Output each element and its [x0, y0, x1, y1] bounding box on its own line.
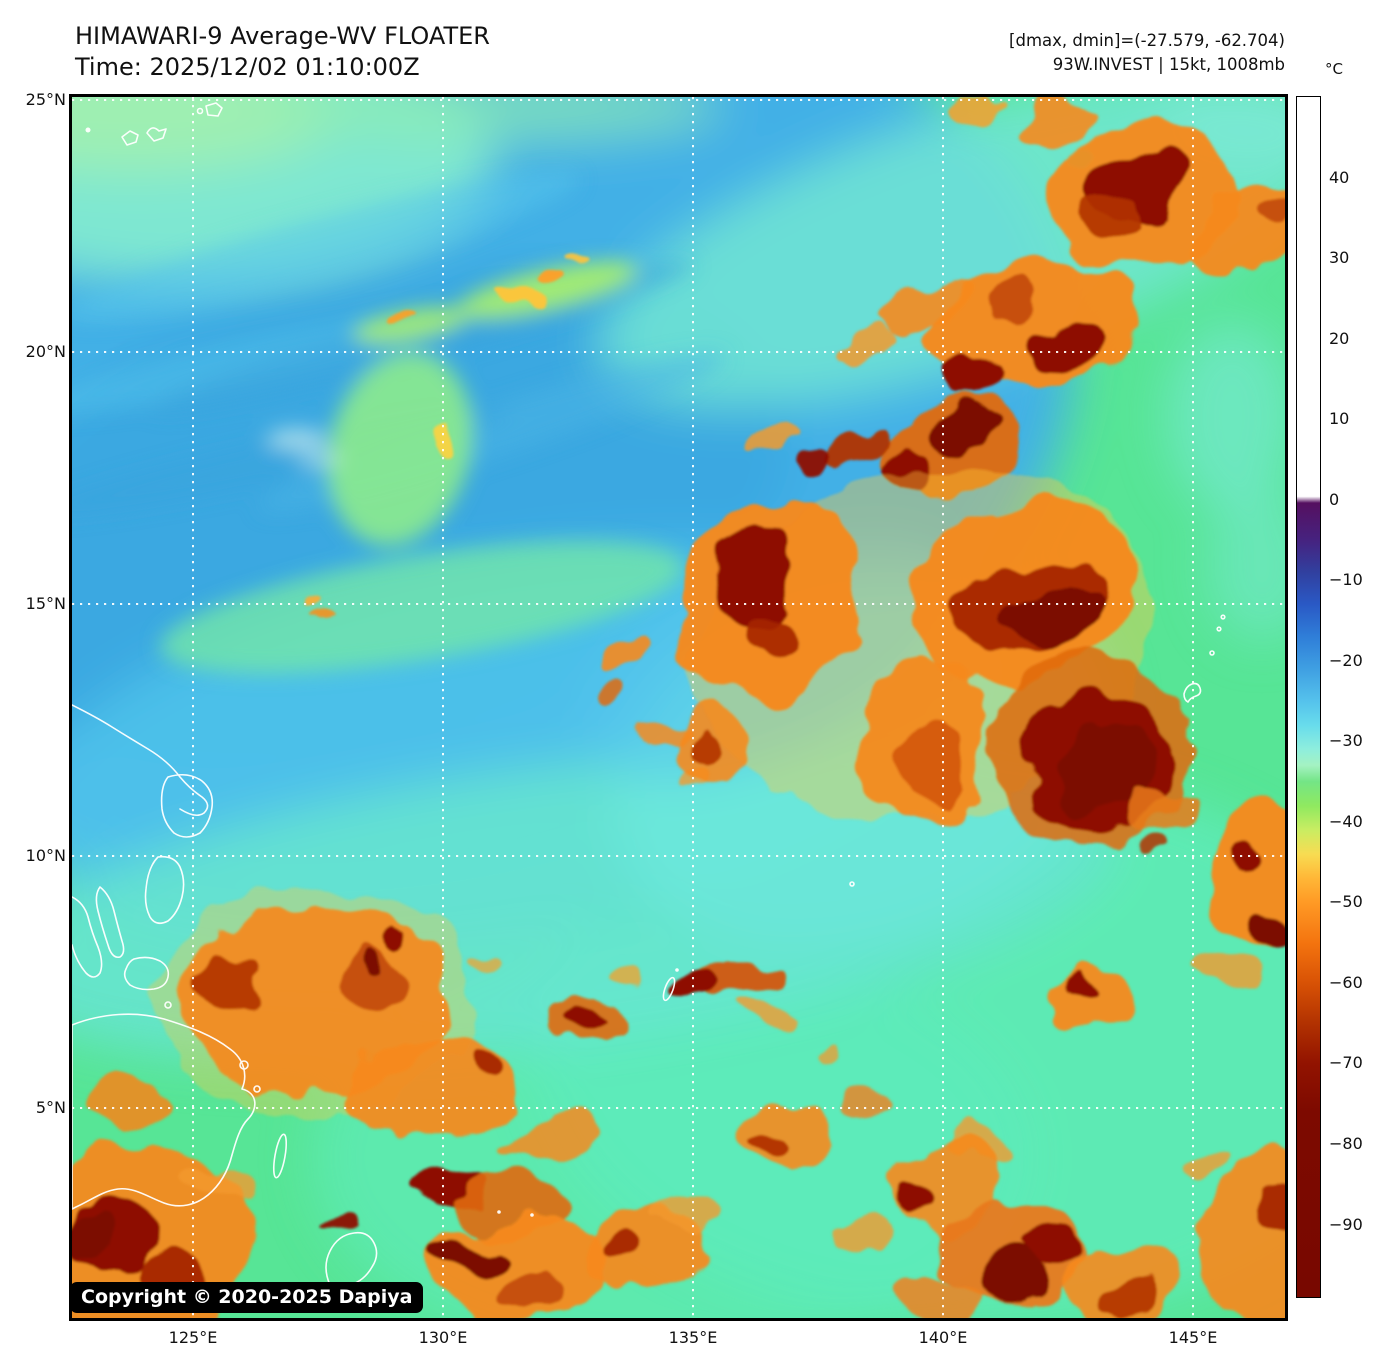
latitude-tick-label: 20°N [25, 342, 66, 361]
longitude-tick-label: 145°E [1168, 1328, 1218, 1347]
satellite-map [69, 94, 1288, 1321]
latitude-tick-label: 25°N [25, 90, 66, 109]
colorbar-tick-label: −30 [1329, 731, 1363, 751]
wv-imagery-streaks [72, 172, 726, 674]
storm-info-annotation: 93W.INVEST | 15kt, 1008mb [1052, 55, 1285, 74]
copyright-badge: Copyright © 2020-2025 Dapiya [70, 1282, 424, 1313]
longitude-tick-label: 140°E [918, 1328, 968, 1347]
colorbar-tick-label: −20 [1329, 650, 1363, 670]
colorbar-tick-label: 40 [1329, 167, 1350, 187]
longitude-tick-label: 130°E [418, 1328, 468, 1347]
latitude-tick-label: 15°N [25, 594, 66, 613]
colorbar-tick-label: −90 [1329, 1214, 1363, 1234]
wv-cloud-blobs [72, 97, 1285, 1318]
colorbar-tick-label: 20 [1329, 328, 1350, 348]
coastlines [72, 102, 1226, 1287]
dmax-dmin-annotation: [dmax, dmin]=(-27.579, -62.704) [1009, 31, 1285, 50]
latitude-tick-label: 5°N [35, 1098, 66, 1117]
colorbar-tick-label: −80 [1329, 1133, 1363, 1153]
colorbar [1296, 95, 1321, 1298]
colorbar-tick-label: 30 [1329, 248, 1350, 268]
colorbar-tick-label: −40 [1329, 811, 1363, 831]
wv-imagery [72, 97, 1285, 1318]
colorbar-tick-label: −70 [1329, 1053, 1363, 1073]
colorbar-tick-label: 0 [1329, 489, 1340, 509]
latitude-tick-label: 10°N [25, 846, 66, 865]
figure-title: HIMAWARI-9 Average-WV FLOATER [75, 22, 490, 50]
colorbar-tick-label: −60 [1329, 972, 1363, 992]
figure-timestamp: Time: 2025/12/02 01:10:00Z [75, 53, 420, 81]
colorbar-tick-label: −50 [1329, 892, 1363, 912]
colorbar-tick-label: 10 [1329, 409, 1350, 429]
longitude-tick-label: 135°E [668, 1328, 718, 1347]
longitude-tick-label: 125°E [168, 1328, 218, 1347]
colorbar-tick-label: −10 [1329, 570, 1363, 590]
grid-lines [72, 97, 1285, 1318]
colorbar-unit-label: °C [1325, 60, 1343, 78]
